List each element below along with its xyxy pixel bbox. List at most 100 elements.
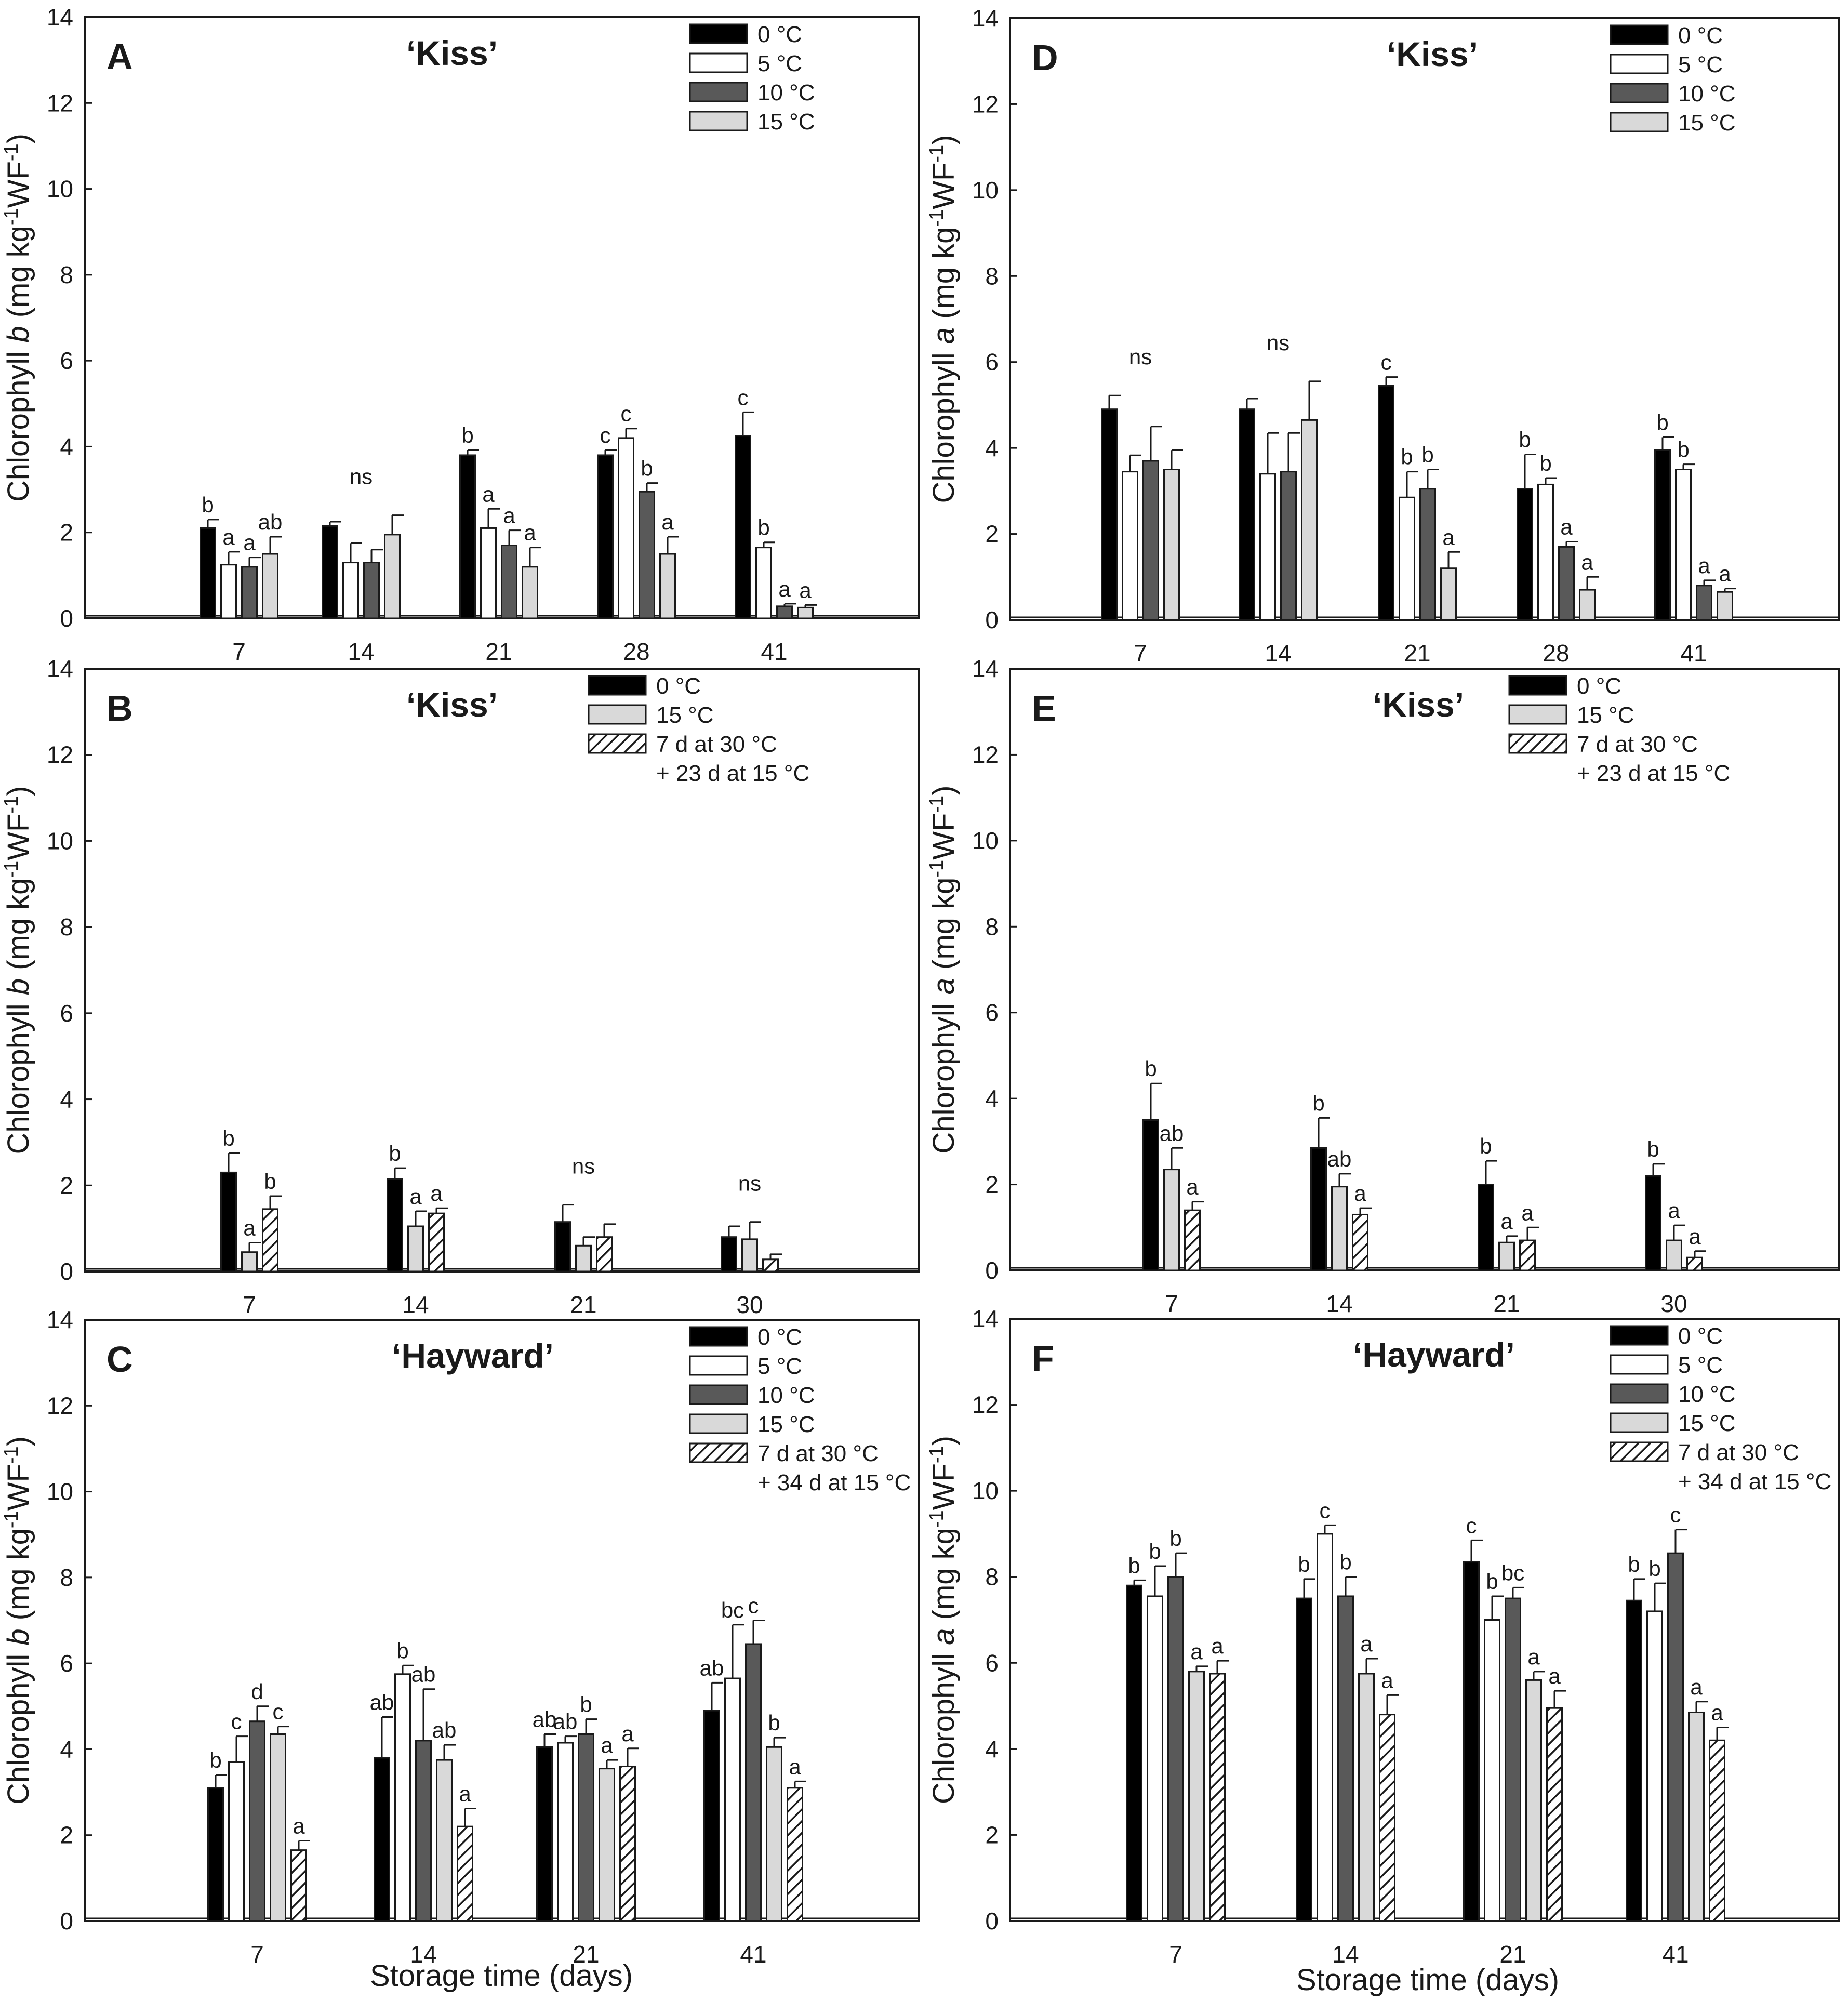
bar <box>262 553 278 619</box>
bar <box>1717 591 1733 621</box>
y-tick-label: 4 <box>985 434 999 461</box>
bar <box>1463 1561 1480 1922</box>
legend-swatch <box>689 111 748 131</box>
legend-label: 15 °C <box>1577 703 1634 728</box>
y-tick-label: 2 <box>60 1172 73 1199</box>
legend-label: 0 °C <box>1577 673 1621 699</box>
x-tick-label: 28 <box>1543 640 1569 667</box>
x-tick-label: 21 <box>573 1941 599 1968</box>
legend-label: 15 °C <box>1678 1411 1736 1436</box>
bar <box>762 1258 779 1273</box>
significance-letter: a <box>1211 1634 1224 1658</box>
y-tick-label: 8 <box>985 913 999 940</box>
significance-letter: b <box>1647 1137 1659 1161</box>
significance-letter: ab <box>370 1690 394 1714</box>
significance-letter: a <box>293 1813 305 1838</box>
legend-label: 10 °C <box>1678 81 1736 107</box>
bar <box>1126 1584 1142 1922</box>
significance-letter: a <box>1190 1639 1203 1664</box>
bar <box>1626 1599 1642 1922</box>
bar <box>703 1710 720 1922</box>
bar <box>322 525 338 619</box>
bar <box>342 562 359 619</box>
significance-letter: ab <box>411 1662 436 1687</box>
y-tick-label: 6 <box>985 999 999 1026</box>
y-tick-label: 8 <box>985 262 999 289</box>
y-tick-label: 0 <box>985 1257 999 1284</box>
x-tick-label: 30 <box>736 1291 763 1318</box>
panel-label: D <box>1032 37 1058 78</box>
bar <box>1358 1673 1375 1922</box>
x-tick-label: 41 <box>740 1941 766 1968</box>
bar <box>415 1740 432 1922</box>
bar <box>1142 1119 1159 1271</box>
legend-label: 10 °C <box>757 80 815 105</box>
bar <box>1498 1241 1515 1271</box>
significance-letter: b <box>1128 1553 1140 1578</box>
legend-swatch <box>588 733 647 754</box>
panel-e: 0 2 4 6 8 10 12 14 Chlorophyll a (mg kg-1WF-1) E ‘… <box>926 655 1840 1317</box>
significance-letter: c <box>273 1700 284 1724</box>
significance-letter: a <box>1711 1700 1723 1725</box>
y-tick-label: 4 <box>60 433 73 460</box>
legend-swatch <box>689 23 748 44</box>
significance-letter: c <box>231 1710 242 1734</box>
y-tick-label: 0 <box>985 606 999 633</box>
y-tick-label: 10 <box>47 827 73 854</box>
significance-letter: a <box>1354 1181 1366 1205</box>
bar <box>1519 1239 1536 1271</box>
legend: 0 °C 15 °C 7 d at 30 °C + 23 d at 15 °C <box>588 673 809 786</box>
bar <box>428 1212 445 1273</box>
bar <box>207 1787 224 1922</box>
y-tick-label: 10 <box>47 176 73 203</box>
panel-b: 0 2 4 6 8 10 12 14 Chlorophyll b (mg kg-1WF-1) B ‘… <box>1 655 920 1318</box>
x-tick-label: 14 <box>1332 1941 1359 1968</box>
bar <box>1188 1671 1205 1922</box>
bar <box>387 1178 403 1273</box>
legend-label: 7 d at 30 °C <box>656 732 777 757</box>
x-tick-label: 21 <box>570 1291 596 1318</box>
significance-letter: b <box>641 456 653 481</box>
x-tick-label: 14 <box>1326 1290 1352 1317</box>
significance-letter: a <box>1442 525 1455 549</box>
significance-letter: a <box>621 1721 634 1746</box>
bar <box>721 1236 737 1273</box>
plot-frame <box>84 1319 920 1922</box>
bar <box>1167 1576 1184 1922</box>
bar <box>766 1746 782 1922</box>
x-tick-label: 28 <box>623 638 649 665</box>
bar <box>1667 1552 1684 1922</box>
significance-letter: a <box>409 1184 422 1209</box>
significance-ns: ns <box>1267 330 1289 355</box>
panel-title: ‘Kiss’ <box>406 34 498 72</box>
legend-label: 10 °C <box>1678 1382 1736 1407</box>
bar <box>1122 471 1138 621</box>
significance-letter: a <box>1548 1664 1561 1688</box>
legend: 0 °C 15 °C 7 d at 30 °C + 23 d at 15 °C <box>1508 673 1730 786</box>
bar <box>1675 469 1692 621</box>
significance-letter: a <box>789 1754 801 1779</box>
y-tick-label: 2 <box>60 1822 73 1849</box>
bar <box>639 491 655 619</box>
x-tick-label: 21 <box>1404 640 1430 667</box>
bar <box>557 1742 574 1922</box>
legend-swatch <box>1610 1354 1669 1375</box>
panel-label: F <box>1032 1338 1054 1379</box>
significance-letter: ab <box>432 1718 457 1742</box>
significance-letter: c <box>1320 1498 1331 1522</box>
significance-letter: a <box>1719 562 1731 586</box>
bar <box>407 1225 424 1273</box>
significance-letter: b <box>1421 443 1433 467</box>
significance-letter: b <box>1169 1526 1181 1551</box>
bar <box>1654 449 1671 621</box>
y-axis-label: Chlorophyll b (mg kg-1WF-1) <box>1 1436 35 1805</box>
significance-letter: a <box>601 1733 613 1757</box>
bar <box>597 454 614 619</box>
significance-letter: b <box>1401 445 1413 469</box>
legend-swatch <box>1610 1412 1669 1433</box>
legend-swatch <box>689 1355 748 1376</box>
significance-letter: b <box>389 1141 401 1165</box>
bar <box>1558 546 1575 621</box>
y-tick-label: 2 <box>985 521 999 548</box>
significance-letter: a <box>661 510 674 534</box>
